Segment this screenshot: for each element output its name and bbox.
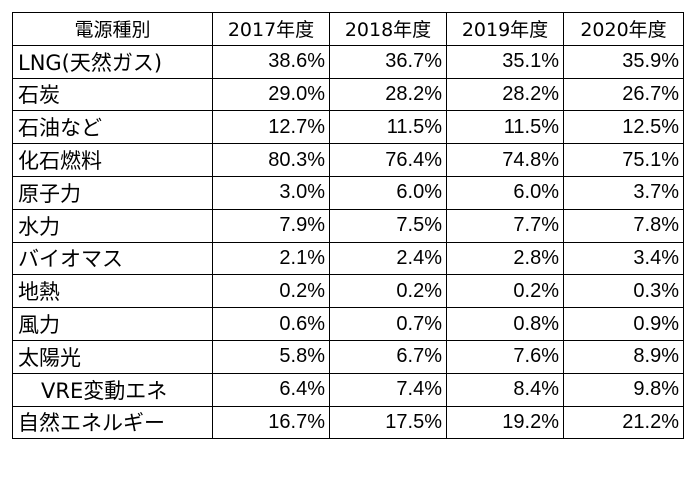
value-cell-fy2017: 12.7% <box>212 110 330 145</box>
value-cell-fy2018: 36.7% <box>329 44 447 79</box>
value-cell-fy2019: 35.1% <box>446 44 564 79</box>
value-cell-fy2020: 75.1% <box>563 143 684 177</box>
header-row: 電源種別 2017年度 2018年度 2019年度 2020年度 <box>12 12 684 46</box>
value-cell-fy2019: 28.2% <box>446 77 564 112</box>
power-source-table-container: 電源種別 2017年度 2018年度 2019年度 2020年度 LNG(天然ガ… <box>12 12 684 440</box>
row-label: 水力 <box>12 208 213 243</box>
value-cell-fy2020: 0.9% <box>563 307 684 341</box>
value-cell-fy2017: 5.8% <box>212 339 330 374</box>
value-cell-fy2018: 28.2% <box>329 77 447 112</box>
table-row: 自然エネルギー 16.7% 17.5% 19.2% 21.2% <box>12 405 684 440</box>
value-cell-fy2019: 2.8% <box>446 241 564 276</box>
value-cell-fy2017: 16.7% <box>212 405 330 440</box>
table-row: 太陽光 5.8% 6.7% 7.6% 8.9% <box>12 339 684 374</box>
table-row: 石炭 29.0% 28.2% 28.2% 26.7% <box>12 77 684 112</box>
value-cell-fy2017: 7.9% <box>212 208 330 243</box>
value-cell-fy2017: 3.0% <box>212 175 330 210</box>
table-row: VRE変動エネ 6.4% 7.4% 8.4% 9.8% <box>12 372 684 407</box>
row-label: 太陽光 <box>12 339 213 374</box>
header-source-type: 電源種別 <box>12 12 213 46</box>
value-cell-fy2020: 21.2% <box>563 405 684 440</box>
table-row: 石油など 12.7% 11.5% 11.5% 12.5% <box>12 110 684 145</box>
value-cell-fy2019: 74.8% <box>446 143 564 177</box>
table-row: 原子力 3.0% 6.0% 6.0% 3.7% <box>12 175 684 210</box>
value-cell-fy2020: 26.7% <box>563 77 684 112</box>
value-cell-fy2019: 0.8% <box>446 307 564 341</box>
value-cell-fy2020: 7.8% <box>563 208 684 243</box>
header-fy2019: 2019年度 <box>446 12 564 46</box>
value-cell-fy2019: 19.2% <box>446 405 564 440</box>
value-cell-fy2018: 7.4% <box>329 372 447 407</box>
value-cell-fy2019: 8.4% <box>446 372 564 407</box>
value-cell-fy2019: 7.6% <box>446 339 564 374</box>
table-row: 風力 0.6% 0.7% 0.8% 0.9% <box>12 307 684 341</box>
value-cell-fy2017: 29.0% <box>212 77 330 112</box>
row-label: 風力 <box>12 307 213 341</box>
value-cell-fy2020: 3.4% <box>563 241 684 276</box>
value-cell-fy2020: 35.9% <box>563 44 684 79</box>
value-cell-fy2019: 7.7% <box>446 208 564 243</box>
table-row: LNG(天然ガス) 38.6% 36.7% 35.1% 35.9% <box>12 44 684 79</box>
table-row: 地熱 0.2% 0.2% 0.2% 0.3% <box>12 274 684 309</box>
row-label: 原子力 <box>12 175 213 210</box>
value-cell-fy2018: 6.7% <box>329 339 447 374</box>
value-cell-fy2018: 7.5% <box>329 208 447 243</box>
table-row: 水力 7.9% 7.5% 7.7% 7.8% <box>12 208 684 243</box>
value-cell-fy2017: 6.4% <box>212 372 330 407</box>
value-cell-fy2019: 11.5% <box>446 110 564 145</box>
value-cell-fy2017: 0.6% <box>212 307 330 341</box>
value-cell-fy2018: 76.4% <box>329 143 447 177</box>
value-cell-fy2020: 8.9% <box>563 339 684 374</box>
value-cell-fy2017: 38.6% <box>212 44 330 79</box>
row-label: 地熱 <box>12 274 213 309</box>
value-cell-fy2019: 0.2% <box>446 274 564 309</box>
value-cell-fy2019: 6.0% <box>446 175 564 210</box>
value-cell-fy2018: 0.2% <box>329 274 447 309</box>
table-row: 化石燃料 80.3% 76.4% 74.8% 75.1% <box>12 143 684 177</box>
header-fy2018: 2018年度 <box>329 12 447 46</box>
header-fy2020: 2020年度 <box>563 12 684 46</box>
value-cell-fy2018: 6.0% <box>329 175 447 210</box>
value-cell-fy2017: 0.2% <box>212 274 330 309</box>
table-header: 電源種別 2017年度 2018年度 2019年度 2020年度 <box>12 12 684 46</box>
row-label: バイオマス <box>12 241 213 276</box>
row-label: 化石燃料 <box>12 143 213 177</box>
value-cell-fy2017: 2.1% <box>212 241 330 276</box>
value-cell-fy2018: 0.7% <box>329 307 447 341</box>
value-cell-fy2018: 2.4% <box>329 241 447 276</box>
value-cell-fy2020: 12.5% <box>563 110 684 145</box>
row-label: LNG(天然ガス) <box>12 44 213 79</box>
table-body: LNG(天然ガス) 38.6% 36.7% 35.1% 35.9% 石炭 29.0% 28.2… <box>12 44 684 440</box>
header-fy2017: 2017年度 <box>212 12 330 46</box>
value-cell-fy2020: 3.7% <box>563 175 684 210</box>
power-source-table: 電源種別 2017年度 2018年度 2019年度 2020年度 LNG(天然ガ… <box>12 12 684 440</box>
row-label: 石油など <box>12 110 213 145</box>
table-row: バイオマス 2.1% 2.4% 2.8% 3.4% <box>12 241 684 276</box>
row-label: 石炭 <box>12 77 213 112</box>
row-label: 自然エネルギー <box>12 405 213 440</box>
value-cell-fy2020: 0.3% <box>563 274 684 309</box>
row-label: VRE変動エネ <box>12 372 213 407</box>
value-cell-fy2020: 9.8% <box>563 372 684 407</box>
value-cell-fy2017: 80.3% <box>212 143 330 177</box>
value-cell-fy2018: 11.5% <box>329 110 447 145</box>
value-cell-fy2018: 17.5% <box>329 405 447 440</box>
